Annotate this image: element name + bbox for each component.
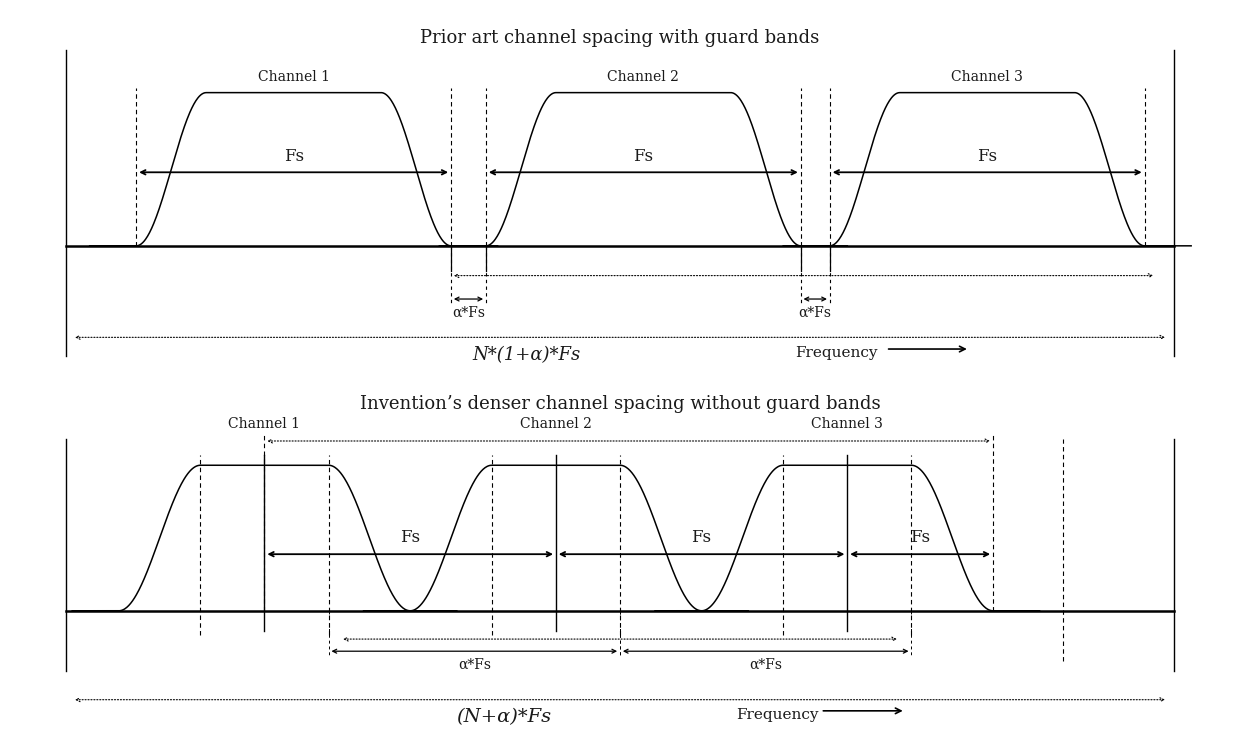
Text: Fs: Fs	[401, 529, 420, 546]
Text: Channel 3: Channel 3	[811, 417, 883, 431]
Text: Fs: Fs	[910, 529, 930, 546]
Text: Channel 1: Channel 1	[258, 70, 330, 84]
Text: Frequency: Frequency	[795, 346, 878, 360]
Text: α*Fs: α*Fs	[458, 657, 491, 672]
Text: Frequency: Frequency	[737, 708, 820, 722]
Text: Fs: Fs	[977, 148, 997, 165]
Text: Fs: Fs	[284, 148, 304, 165]
Text: N*(1+α)*Fs: N*(1+α)*Fs	[472, 346, 580, 364]
Text: α*Fs: α*Fs	[451, 306, 485, 320]
Text: (N+α)*Fs: (N+α)*Fs	[456, 708, 551, 726]
Text: α*Fs: α*Fs	[749, 657, 782, 672]
Text: Channel 2: Channel 2	[608, 70, 680, 84]
Text: Channel 1: Channel 1	[228, 417, 300, 431]
Text: Channel 2: Channel 2	[520, 417, 591, 431]
Text: Fs: Fs	[692, 529, 712, 546]
Text: Invention’s denser channel spacing without guard bands: Invention’s denser channel spacing witho…	[360, 394, 880, 412]
Text: α*Fs: α*Fs	[799, 306, 832, 320]
Text: Channel 3: Channel 3	[951, 70, 1023, 84]
Text: Prior art channel spacing with guard bands: Prior art channel spacing with guard ban…	[420, 29, 820, 47]
Text: Fs: Fs	[634, 148, 653, 165]
